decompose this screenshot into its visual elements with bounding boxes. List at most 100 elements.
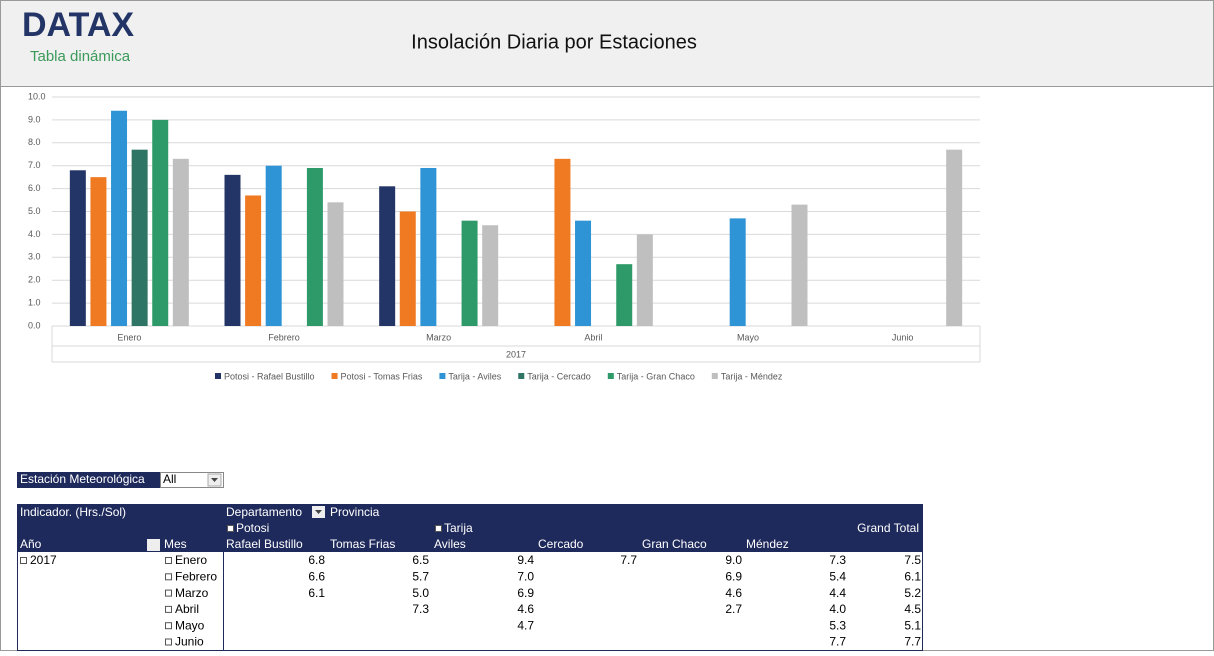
department: Tarija: [444, 521, 473, 535]
y-tick-label: 2.0: [28, 275, 41, 285]
row-field: Mes: [164, 537, 187, 551]
y-tick-label: 6.0: [28, 183, 41, 193]
bar: [636, 234, 653, 326]
pivot-cell: 6.8: [308, 553, 325, 567]
grand-total-header: Grand Total: [857, 521, 919, 535]
pivot-cell: 7.7: [620, 553, 637, 567]
field-arrow: [315, 510, 322, 514]
month: Mayo: [175, 618, 205, 632]
x-tick-label: Enero: [117, 332, 141, 342]
y-tick-label: 1.0: [28, 297, 41, 307]
bar: [131, 149, 148, 326]
filter-value: All: [163, 472, 176, 486]
pivot-cell: 5.0: [412, 586, 429, 600]
pivot-cell: 6.9: [725, 569, 742, 583]
pivot-cell: 2.7: [725, 602, 742, 616]
pivot-cell: 4.0: [829, 602, 846, 616]
collapse-icon[interactable]: [20, 557, 27, 564]
page-title: Insolación Diaria por Estaciones: [411, 31, 697, 53]
pivot-cell: 4.6: [517, 602, 534, 616]
x-tick-label: Marzo: [426, 332, 451, 342]
expand-icon[interactable]: [165, 573, 172, 581]
pivot-indicator: Indicador. (Hrs./Sol): [20, 505, 126, 519]
bar: [111, 110, 128, 327]
y-tick-label: 3.0: [28, 252, 41, 262]
pivot-cell: 6.1: [904, 569, 921, 583]
x-tick-label: Junio: [892, 332, 914, 342]
legend-label[interactable]: Tarija - Cercado: [527, 371, 591, 381]
legend-swatch: [331, 373, 338, 379]
expand-icon[interactable]: [227, 525, 234, 532]
legend-label[interactable]: Tarija - Gran Chaco: [617, 371, 695, 381]
bar: [90, 177, 107, 326]
department: Potosi: [236, 521, 269, 535]
pivot-cell: 6.5: [412, 553, 429, 567]
subtitle: Tabla dinámica: [30, 48, 131, 65]
filter-label-box: [17, 472, 160, 488]
expand-icon[interactable]: [165, 605, 172, 613]
pivot-cell: 7.7: [829, 635, 846, 649]
legend-swatch: [711, 373, 718, 379]
y-tick-label: 10.0: [28, 91, 46, 101]
month: Marzo: [175, 586, 209, 600]
bar: [575, 220, 592, 326]
y-tick-label: 5.0: [28, 206, 41, 216]
bar: [791, 204, 808, 326]
pivot-cell: 6.6: [308, 569, 325, 583]
bar: [420, 167, 437, 326]
province: Tomas Frias: [330, 537, 395, 551]
pivot-cell: 5.4: [829, 569, 846, 583]
legend-swatch: [518, 373, 525, 379]
y-tick-label: 0.0: [28, 320, 41, 330]
legend-label[interactable]: Potosi - Rafael Bustillo: [224, 371, 315, 381]
expand-icon[interactable]: [165, 638, 172, 646]
province: Méndez: [746, 537, 789, 551]
bar: [946, 149, 963, 326]
row-field: Año: [20, 537, 42, 551]
legend-label[interactable]: Tarija - Méndez: [721, 371, 783, 381]
col-field: Departamento: [226, 505, 302, 519]
pivot-cell: 9.0: [725, 553, 742, 567]
y-tick-label: 9.0: [28, 114, 41, 124]
expand-icon[interactable]: [165, 557, 172, 564]
bar: [554, 158, 571, 326]
pivot-cell: 6.9: [517, 586, 534, 600]
logo: DATAX: [22, 6, 134, 44]
bar: [729, 218, 746, 326]
bar: [265, 165, 282, 326]
pivot-cell: 7.5: [904, 553, 921, 567]
province: Gran Chaco: [642, 537, 707, 551]
pivot-cell: 9.4: [517, 553, 534, 567]
y-tick-label: 8.0: [28, 137, 41, 147]
province: Cercado: [538, 537, 584, 551]
expand-icon[interactable]: [165, 589, 172, 597]
legend-swatch: [215, 373, 221, 379]
bar: [245, 195, 262, 326]
bar: [399, 211, 416, 326]
x-axis-label: 2017: [506, 349, 526, 359]
legend-label[interactable]: Potosi - Tomas Frias: [341, 371, 423, 381]
legend-label[interactable]: Tarija - Aviles: [448, 371, 501, 381]
pivot-cell: 4.5: [904, 602, 921, 616]
pivot-cell: 7.3: [412, 602, 429, 616]
expand-icon[interactable]: [165, 622, 172, 630]
bar: [306, 167, 323, 326]
pivot-cell: 4.6: [725, 586, 742, 600]
month: Enero: [175, 553, 207, 567]
pivot-cell: 5.7: [412, 569, 429, 583]
pivot-cell: 4.7: [517, 618, 534, 632]
bar: [379, 186, 396, 326]
pivot-cell: 5.2: [904, 586, 921, 600]
month: Febrero: [175, 569, 217, 583]
legend-swatch: [607, 373, 614, 379]
expand-icon[interactable]: [435, 525, 442, 532]
bar: [224, 174, 241, 326]
y-tick-label: 7.0: [28, 160, 41, 170]
province: Aviles: [434, 537, 466, 551]
bar: [327, 202, 344, 326]
field-button[interactable]: [147, 539, 160, 551]
pivot-year: 2017: [30, 553, 57, 567]
pivot-cell: 7.3: [829, 553, 846, 567]
month: Abril: [175, 602, 199, 616]
